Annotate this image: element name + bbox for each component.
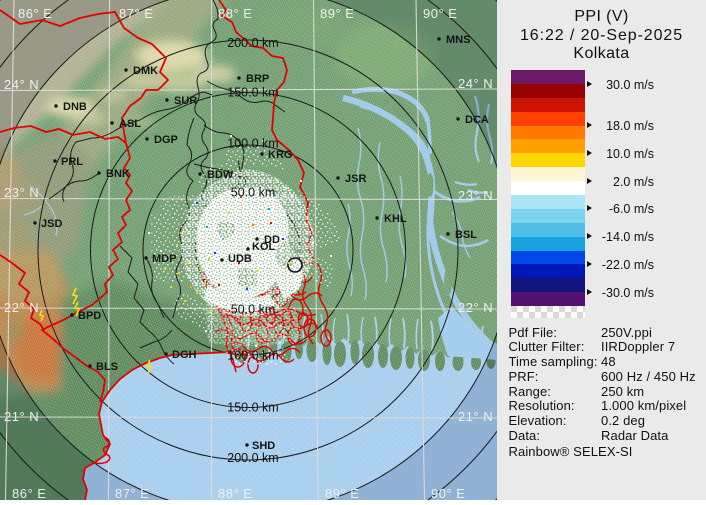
svg-text:86° E: 86° E — [12, 486, 46, 500]
svg-text:DGP: DGP — [154, 134, 178, 146]
svg-text:BLS: BLS — [96, 361, 118, 373]
svg-text:UDB: UDB — [228, 253, 252, 265]
svg-text:DGH: DGH — [172, 349, 197, 361]
svg-text:BDW: BDW — [207, 169, 234, 181]
svg-text:BRP: BRP — [246, 73, 269, 85]
svg-text:DNB: DNB — [63, 101, 87, 113]
svg-text:150.0 km: 150.0 km — [227, 86, 278, 100]
svg-text:90° E: 90° E — [423, 6, 457, 21]
svg-text:MDP: MDP — [152, 253, 176, 265]
svg-text:88° E: 88° E — [218, 6, 252, 21]
svg-text:DCA: DCA — [465, 114, 489, 126]
svg-text:JSD: JSD — [41, 218, 62, 230]
svg-text:100.0 km: 100.0 km — [227, 137, 278, 151]
svg-text:SUR: SUR — [174, 95, 197, 107]
svg-text:150.0 km: 150.0 km — [227, 401, 278, 415]
svg-text:86° E: 86° E — [18, 6, 52, 21]
svg-text:87° E: 87° E — [115, 486, 149, 500]
svg-text:MNS: MNS — [446, 34, 470, 46]
svg-text:PRL: PRL — [61, 156, 83, 168]
svg-text:SHD: SHD — [252, 440, 275, 452]
svg-text:23° N: 23° N — [458, 188, 493, 203]
svg-text:22° N: 22° N — [4, 300, 39, 315]
svg-text:200.0 km: 200.0 km — [227, 451, 278, 465]
svg-text:BPD: BPD — [78, 310, 101, 322]
svg-text:90° E: 90° E — [431, 486, 465, 500]
svg-text:JSR: JSR — [345, 173, 366, 185]
svg-text:200.0 km: 200.0 km — [227, 36, 278, 50]
svg-text:KHL: KHL — [384, 213, 407, 225]
svg-text:ASL: ASL — [119, 118, 141, 130]
svg-text:DMK: DMK — [133, 65, 158, 77]
svg-text:22° N: 22° N — [458, 300, 493, 315]
svg-text:89° E: 89° E — [325, 486, 359, 500]
svg-text:DD: DD — [264, 234, 280, 246]
svg-text:50.0 km: 50.0 km — [231, 186, 275, 200]
svg-text:24° N: 24° N — [458, 76, 493, 91]
svg-text:24° N: 24° N — [4, 77, 39, 92]
svg-text:23° N: 23° N — [4, 185, 39, 200]
svg-text:KRG: KRG — [268, 149, 292, 161]
svg-text:21° N: 21° N — [458, 409, 493, 424]
svg-text:BSL: BSL — [455, 229, 477, 241]
svg-text:100.0 km: 100.0 km — [227, 349, 278, 363]
svg-text:BNK: BNK — [106, 168, 130, 180]
svg-text:21° N: 21° N — [4, 409, 39, 424]
svg-text:KOL: KOL — [252, 241, 276, 253]
svg-text:87° E: 87° E — [119, 6, 153, 21]
svg-text:88° E: 88° E — [218, 486, 252, 500]
svg-text:89° E: 89° E — [320, 6, 354, 21]
svg-text:50.0 km: 50.0 km — [231, 303, 275, 317]
